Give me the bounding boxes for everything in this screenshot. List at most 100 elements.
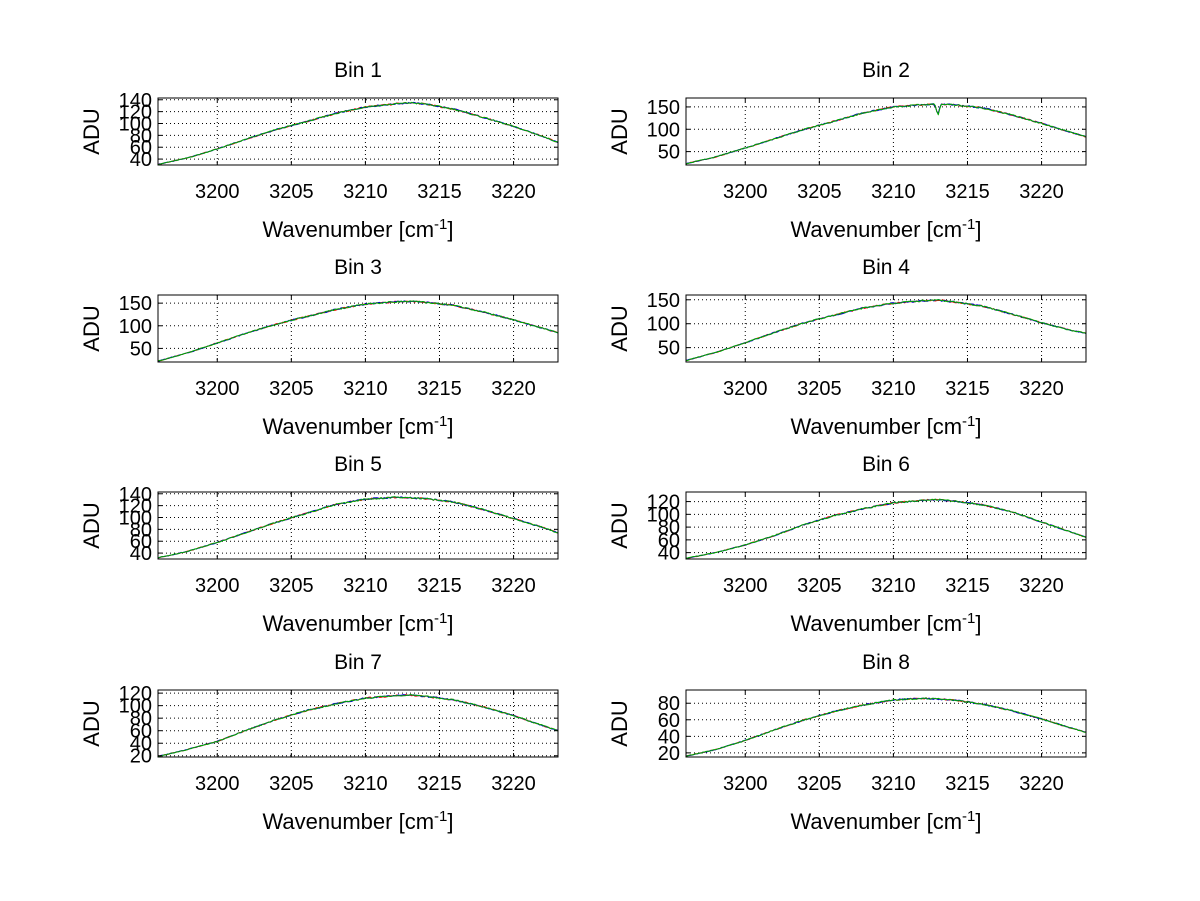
x-tick-label: 3220 bbox=[491, 378, 536, 400]
series-line-1 bbox=[686, 299, 1087, 361]
y-tick-label: 120 bbox=[119, 683, 152, 705]
x-tick-label: 3220 bbox=[491, 575, 536, 597]
x-tick-label: 3205 bbox=[797, 773, 842, 795]
panel-title: Bin 4 bbox=[862, 256, 910, 279]
axes-frame bbox=[685, 294, 1087, 363]
y-tick-label: 60 bbox=[130, 137, 152, 159]
x-tick-label: 3205 bbox=[269, 773, 314, 795]
x-tick-label: 3200 bbox=[723, 575, 768, 597]
series-line-3 bbox=[685, 498, 1087, 559]
x-tick-label: 3210 bbox=[871, 773, 916, 795]
axes-frame bbox=[685, 689, 1087, 758]
x-tick-label: 3215 bbox=[945, 575, 990, 597]
x-tick-label: 3210 bbox=[343, 378, 388, 400]
axes-frame bbox=[685, 97, 1087, 166]
series-line-3 bbox=[157, 300, 559, 362]
axes-frame bbox=[157, 491, 559, 560]
y-tick-label: 100 bbox=[119, 316, 152, 338]
x-axis-label-superscript: -1 bbox=[962, 216, 975, 233]
series-line-2 bbox=[685, 299, 1087, 361]
x-tick-label: 3200 bbox=[195, 378, 240, 400]
axes-frame bbox=[685, 491, 1087, 560]
y-tick-label: 120 bbox=[119, 102, 152, 124]
series-line-1 bbox=[685, 103, 1087, 165]
x-tick-label: 3205 bbox=[269, 378, 314, 400]
y-tick-label: 150 bbox=[119, 293, 152, 315]
x-tick-label: 3215 bbox=[417, 181, 462, 203]
panel-title: Bin 7 bbox=[334, 651, 382, 674]
y-tick-label: 100 bbox=[647, 119, 680, 141]
y-tick-label: 80 bbox=[130, 708, 152, 730]
y-axis-label: ADU bbox=[607, 502, 632, 548]
panel-5: Bin 5 3200 3205 3210 3215 3220 406080100120140… bbox=[79, 453, 559, 636]
x-axis-label: Wavenumber [cm-1] bbox=[790, 610, 981, 637]
series-line-3 bbox=[157, 496, 559, 559]
x-tick-label: 3205 bbox=[797, 378, 842, 400]
x-tick-label: 3200 bbox=[723, 181, 768, 203]
x-axis-label-suffix: ] bbox=[447, 611, 453, 636]
panel-title: Bin 6 bbox=[862, 453, 910, 476]
x-axis-label: Wavenumber [cm-1] bbox=[790, 216, 981, 243]
axes-frame bbox=[157, 97, 559, 166]
x-tick-label: 3215 bbox=[945, 181, 990, 203]
series-line-1 bbox=[157, 300, 559, 362]
y-tick-label: 50 bbox=[658, 142, 680, 164]
y-tick-label: 80 bbox=[658, 693, 680, 715]
y-tick-label: 150 bbox=[647, 290, 680, 312]
x-tick-label: 3200 bbox=[723, 773, 768, 795]
y-axis-label: ADU bbox=[79, 502, 104, 548]
x-tick-label: 3215 bbox=[417, 773, 462, 795]
y-axis-label: ADU bbox=[79, 108, 104, 154]
y-tick-label: 20 bbox=[658, 743, 680, 765]
y-tick-label: 50 bbox=[130, 338, 152, 360]
y-axis-label: ADU bbox=[607, 108, 632, 154]
y-tick-label: 80 bbox=[658, 517, 680, 539]
y-tick-label: 100 bbox=[647, 314, 680, 336]
x-tick-label: 3205 bbox=[797, 181, 842, 203]
y-tick-label: 100 bbox=[119, 113, 152, 135]
y-tick-label: 60 bbox=[130, 531, 152, 553]
x-axis-label: Wavenumber [cm-1] bbox=[262, 413, 453, 440]
y-tick-label: 60 bbox=[658, 710, 680, 732]
x-axis-label-text: Wavenumber [cm bbox=[262, 809, 434, 834]
x-tick-label: 3200 bbox=[195, 181, 240, 203]
x-tick-label: 3220 bbox=[491, 773, 536, 795]
y-tick-label: 100 bbox=[119, 507, 152, 529]
x-tick-label: 3215 bbox=[945, 773, 990, 795]
y-tick-label: 40 bbox=[130, 733, 152, 755]
y-tick-label: 40 bbox=[130, 543, 152, 565]
series-line-3 bbox=[685, 697, 1087, 757]
y-tick-label: 20 bbox=[130, 746, 152, 768]
x-axis-label-text: Wavenumber [cm bbox=[262, 611, 434, 636]
series-line-1 bbox=[157, 694, 559, 757]
x-axis-label-suffix: ] bbox=[447, 217, 453, 242]
x-tick-label: 3210 bbox=[343, 575, 388, 597]
x-axis-label-text: Wavenumber [cm bbox=[790, 217, 962, 242]
x-axis-label: Wavenumber [cm-1] bbox=[790, 413, 981, 440]
y-tick-label: 40 bbox=[658, 543, 680, 565]
x-tick-label: 3200 bbox=[195, 575, 240, 597]
x-axis-label-suffix: ] bbox=[975, 809, 981, 834]
x-tick-label: 3215 bbox=[945, 378, 990, 400]
x-tick-label: 3220 bbox=[491, 181, 536, 203]
x-axis-label: Wavenumber [cm-1] bbox=[790, 808, 981, 835]
y-tick-label: 140 bbox=[119, 484, 152, 506]
y-tick-label: 140 bbox=[119, 90, 152, 112]
x-tick-label: 3215 bbox=[417, 575, 462, 597]
x-axis-label-text: Wavenumber [cm bbox=[790, 414, 962, 439]
axes-frame bbox=[157, 689, 559, 758]
series-line-2 bbox=[685, 697, 1087, 757]
y-tick-label: 80 bbox=[130, 519, 152, 541]
series-line-3 bbox=[157, 101, 559, 166]
x-axis-label-text: Wavenumber [cm bbox=[790, 611, 962, 636]
x-axis-label-suffix: ] bbox=[975, 611, 981, 636]
y-tick-label: 40 bbox=[658, 726, 680, 748]
x-axis-label-suffix: ] bbox=[447, 809, 453, 834]
y-tick-label: 80 bbox=[130, 125, 152, 147]
